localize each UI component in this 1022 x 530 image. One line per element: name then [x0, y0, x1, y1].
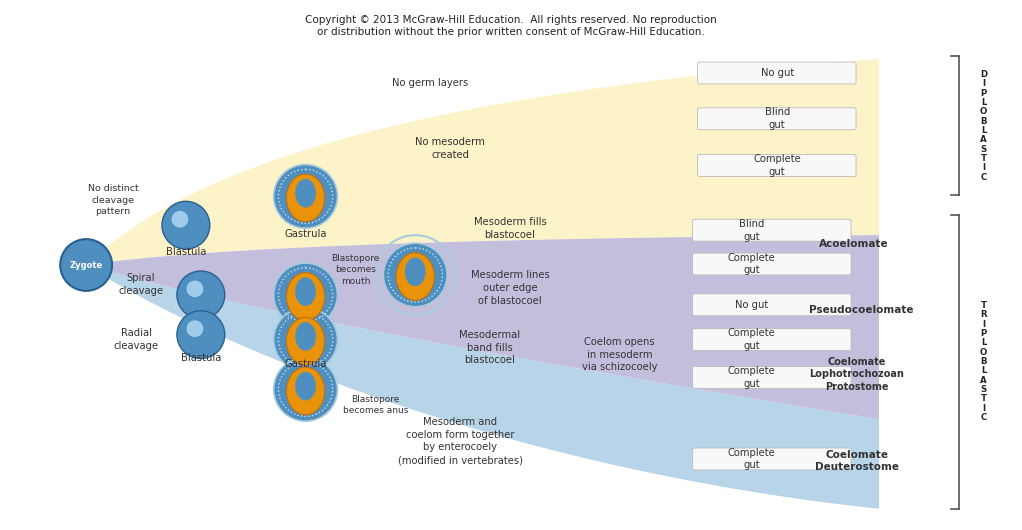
Ellipse shape	[286, 367, 325, 415]
Polygon shape	[86, 265, 879, 509]
Text: Coelom opens
in mesoderm
via schizocoely: Coelom opens in mesoderm via schizocoely	[582, 337, 657, 373]
Text: Pseudocoelomate: Pseudocoelomate	[808, 305, 914, 315]
Text: Complete
gut: Complete gut	[728, 253, 776, 276]
Text: D
I
P
L
O
B
L
A
S
T
I
C: D I P L O B L A S T I C	[980, 70, 987, 182]
Text: Complete
gut: Complete gut	[753, 154, 801, 177]
Text: No mesoderm
created: No mesoderm created	[415, 137, 485, 160]
FancyBboxPatch shape	[693, 294, 851, 316]
Text: Mesoderm fills
blastocoel: Mesoderm fills blastocoel	[473, 217, 547, 240]
Text: or distribution without the prior written consent of McGraw-Hill Education.: or distribution without the prior writte…	[317, 27, 705, 37]
Ellipse shape	[397, 253, 434, 301]
Ellipse shape	[286, 174, 325, 222]
Text: Blind
gut: Blind gut	[764, 108, 790, 130]
Text: Copyright © 2013 McGraw-Hill Education.  All rights reserved. No reproduction: Copyright © 2013 McGraw-Hill Education. …	[306, 15, 716, 25]
Text: No distinct
cleavage
pattern: No distinct cleavage pattern	[88, 184, 138, 216]
Text: No gut: No gut	[760, 68, 794, 78]
Text: Mesoderm and
coelom form together
by enterocoely
(modified in vertebrates): Mesoderm and coelom form together by ent…	[398, 417, 522, 465]
Circle shape	[60, 239, 112, 291]
Text: Coelomate
Lophotrochozoan
Protostome: Coelomate Lophotrochozoan Protostome	[809, 357, 904, 392]
Circle shape	[274, 164, 337, 228]
Circle shape	[161, 201, 210, 249]
Text: Gastrula: Gastrula	[284, 229, 327, 239]
FancyBboxPatch shape	[693, 448, 851, 470]
Circle shape	[172, 211, 188, 227]
FancyBboxPatch shape	[693, 329, 851, 350]
Text: Complete
gut: Complete gut	[728, 366, 776, 389]
Circle shape	[383, 243, 448, 307]
Text: No germ layers: No germ layers	[392, 78, 468, 88]
Text: Blastula: Blastula	[166, 247, 206, 257]
Text: Blastula: Blastula	[181, 352, 221, 363]
Circle shape	[274, 308, 337, 372]
Text: Blind
gut: Blind gut	[739, 219, 764, 242]
Text: Complete
gut: Complete gut	[728, 328, 776, 351]
Text: Complete
gut: Complete gut	[728, 447, 776, 471]
Ellipse shape	[286, 317, 325, 365]
Ellipse shape	[295, 372, 316, 401]
FancyBboxPatch shape	[693, 253, 851, 275]
Text: No gut: No gut	[735, 300, 768, 310]
Text: Zygote: Zygote	[69, 261, 103, 269]
Ellipse shape	[405, 258, 425, 286]
Text: Coelomate
Deuterostome: Coelomate Deuterostome	[816, 449, 899, 472]
Circle shape	[177, 271, 225, 319]
Text: T
R
I
P
L
O
B
L
A
S
T
I
C: T R I P L O B L A S T I C	[980, 301, 987, 422]
Circle shape	[274, 263, 337, 326]
FancyBboxPatch shape	[697, 108, 856, 130]
Polygon shape	[86, 235, 879, 419]
Text: Acoelomate: Acoelomate	[820, 239, 889, 249]
Ellipse shape	[295, 179, 316, 208]
FancyBboxPatch shape	[697, 62, 856, 84]
Ellipse shape	[286, 272, 325, 320]
Text: Mesodermal
band fills
blastocoel: Mesodermal band fills blastocoel	[460, 330, 520, 365]
Ellipse shape	[295, 322, 316, 351]
Circle shape	[186, 280, 203, 297]
FancyBboxPatch shape	[693, 366, 851, 388]
Text: Blastopore
becomes anus: Blastopore becomes anus	[342, 395, 408, 416]
Text: Blastopore
becomes
mouth: Blastopore becomes mouth	[331, 254, 379, 286]
Text: Radial
cleavage: Radial cleavage	[113, 328, 158, 351]
Text: Spiral
cleavage: Spiral cleavage	[119, 273, 164, 296]
Circle shape	[274, 358, 337, 421]
FancyBboxPatch shape	[693, 219, 851, 241]
FancyBboxPatch shape	[697, 155, 856, 176]
Circle shape	[186, 320, 203, 337]
Text: Gastrula: Gastrula	[284, 359, 327, 369]
Text: Mesoderm lines
outer edge
of blastocoel: Mesoderm lines outer edge of blastocoel	[470, 270, 550, 306]
Polygon shape	[86, 59, 879, 265]
Circle shape	[177, 311, 225, 358]
Ellipse shape	[295, 277, 316, 306]
